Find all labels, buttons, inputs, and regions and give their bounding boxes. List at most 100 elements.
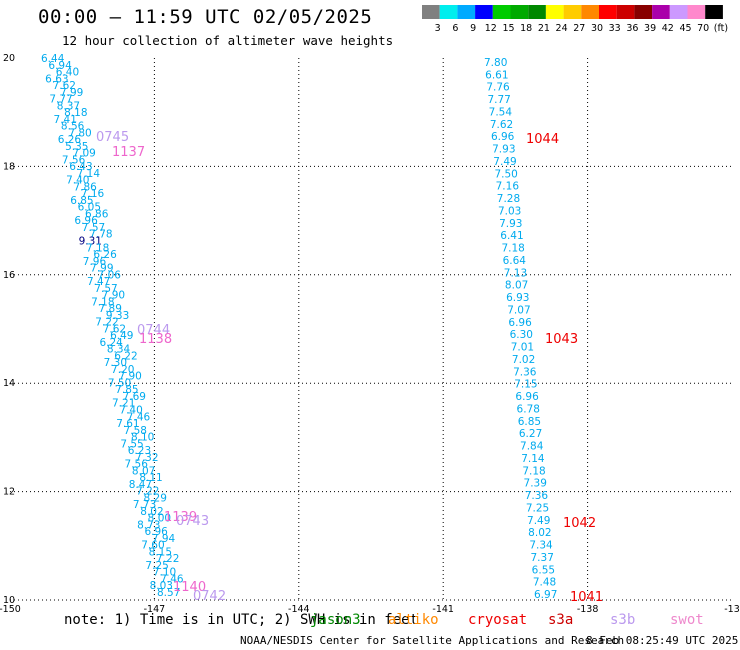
wave-height-value: 7.60 — [141, 540, 164, 552]
color-scale-swatch — [422, 5, 440, 19]
wave-height-value: 7.76 — [486, 82, 510, 94]
wave-height-value: 7.78 — [89, 229, 112, 241]
wave-height-value: 7.09 — [72, 148, 95, 160]
color-scale-swatch — [669, 5, 688, 19]
wave-height-value: 7.22 — [136, 486, 159, 498]
wave-height-value: 7.90 — [118, 371, 141, 383]
wave-height-value: 6.64 — [503, 255, 527, 267]
wave-height-value: 6.05 — [78, 202, 101, 214]
x-tick-label: -13 — [724, 604, 740, 615]
pass-time-label: 0743 — [176, 514, 209, 529]
wave-height-value: 7.01 — [511, 342, 534, 354]
wave-height-value: 8.07 — [505, 280, 528, 292]
wave-height-value: 8.10 — [131, 432, 154, 444]
wave-height-value: 7.57 — [82, 222, 105, 234]
color-scale-swatch — [687, 5, 706, 19]
wave-height-value: 8.02 — [528, 527, 551, 539]
wave-height-value: 7.14 — [521, 453, 545, 465]
wave-height-value: 7.40 — [119, 404, 142, 416]
pass-time-label: 1041 — [570, 590, 603, 605]
credit-line: NOAA/NESDIS Center for Satellite Applica… — [240, 634, 625, 647]
wave-height-value: 7.84 — [520, 441, 544, 453]
wave-height-value: 6.78 — [517, 403, 540, 415]
wave-height-value: 8.15 — [149, 546, 172, 558]
wave-height-value: 6.93 — [506, 292, 529, 304]
wave-height-value: 6.86 — [85, 208, 109, 220]
color-scale-swatch — [545, 5, 564, 19]
wave-height-value: 6.61 — [485, 69, 508, 81]
wave-height-value: 8.03 — [150, 580, 173, 592]
wave-height-value: 6.40 — [56, 67, 79, 79]
wave-height-value: 7.49 — [527, 515, 550, 527]
wave-height-value: 7.77 — [487, 94, 510, 106]
wave-height-value: 6.85 — [70, 195, 93, 207]
y-tick-label: 12 — [3, 487, 15, 498]
wave-height-value: 6.23 — [128, 445, 151, 457]
wave-height-value: 7.93 — [492, 144, 515, 156]
wave-height-value: 6.27 — [519, 428, 542, 440]
color-scale-swatch — [475, 5, 493, 19]
color-scale-unit: (ft) — [714, 23, 728, 34]
wave-height-value: 8.11 — [139, 472, 162, 484]
wave-height-value: 7.62 — [103, 323, 126, 335]
footer-note: note: 1) Time is in UTC; 2) SWH is in fe… — [64, 612, 419, 628]
wave-height-value: 7.15 — [514, 379, 537, 391]
wave-height-value: 7.22 — [156, 553, 179, 565]
pass-time-label: 1043 — [545, 332, 578, 347]
wave-height-value: 6.94 — [48, 60, 72, 72]
color-scale-tick-label: 42 — [662, 23, 674, 34]
color-scale-swatch — [457, 5, 476, 19]
color-scale-legend: 3 6 9 12 15 18 21 24 27 30 33 36 39 42 45 70 (ft) — [422, 5, 728, 34]
pass-time-label: 1140 — [173, 580, 206, 595]
color-scale-tick-label: 70 — [697, 23, 709, 34]
page-subtitle: 12 hour collection of altimeter wave hei… — [62, 33, 394, 48]
wave-height-value: 7.39 — [524, 478, 547, 490]
y-tick-label: 16 — [3, 270, 15, 281]
wave-height-value: 7.02 — [512, 354, 535, 366]
wave-height-value: 6.44 — [41, 53, 65, 65]
wave-height-value: 7.37 — [531, 552, 554, 564]
generated-time: 8 Feb 08:25:49 UTC 2025 — [586, 634, 739, 647]
wave-height-value: 7.03 — [498, 205, 521, 217]
wave-height-value: 7.18 — [86, 242, 109, 254]
wave-height-value: 7.61 — [116, 418, 139, 430]
wave-height-value: 7.77 — [49, 94, 72, 106]
wave-height-value: 7.62 — [53, 80, 76, 92]
wave-height-value: 8.02 — [140, 506, 163, 518]
wave-height-value: 8.57 — [157, 587, 180, 599]
wave-height-value: 9.31 — [79, 236, 102, 248]
satellite-label-s3b: s3b — [610, 612, 636, 628]
y-tick-label: 10 — [3, 595, 15, 606]
wave-height-value: 5.35 — [65, 141, 88, 153]
wave-height-value: 7.99 — [90, 263, 113, 275]
color-scale-tick-label: 24 — [556, 23, 568, 34]
pass-time-label: 0745 — [96, 130, 129, 145]
wave-height-value: 7.47 — [87, 276, 110, 288]
wave-height-value: 7.40 — [66, 175, 89, 187]
color-scale-swatch — [616, 5, 635, 19]
wave-height-value: 7.14 — [77, 168, 101, 180]
x-tick-label: -144 — [288, 604, 310, 615]
wave-height-value: 6.96 — [144, 526, 168, 538]
satellite-label-swot: swot — [670, 612, 704, 628]
wave-height-value: 8.34 — [107, 344, 131, 356]
color-scale-tick-label: 21 — [538, 23, 550, 34]
wave-height-value: 7.07 — [507, 304, 530, 316]
color-scale-swatch — [705, 5, 723, 19]
color-scale-tick-label: 9 — [470, 23, 476, 34]
x-tick-label: -147 — [144, 604, 166, 615]
wave-height-value: 6.30 — [510, 329, 533, 341]
pass-time-label: 1042 — [563, 516, 596, 531]
page-title: 00:00 – 11:59 UTC 02/05/2025 — [38, 6, 373, 28]
pass-time-label: 1044 — [526, 132, 559, 147]
wave-height-value: 7.56 — [125, 459, 149, 471]
wave-height-value: 7.20 — [111, 364, 134, 376]
color-scale-tick-label: 27 — [573, 23, 585, 34]
color-scale-tick-label: 45 — [679, 23, 691, 34]
wave-height-value: 6.96 — [515, 391, 539, 403]
wave-height-value: 7.50 — [108, 377, 131, 389]
x-tick-label: -138 — [577, 604, 599, 615]
wave-height-value: 7.80 — [68, 127, 91, 139]
pass-time-label: 1137 — [112, 145, 145, 160]
